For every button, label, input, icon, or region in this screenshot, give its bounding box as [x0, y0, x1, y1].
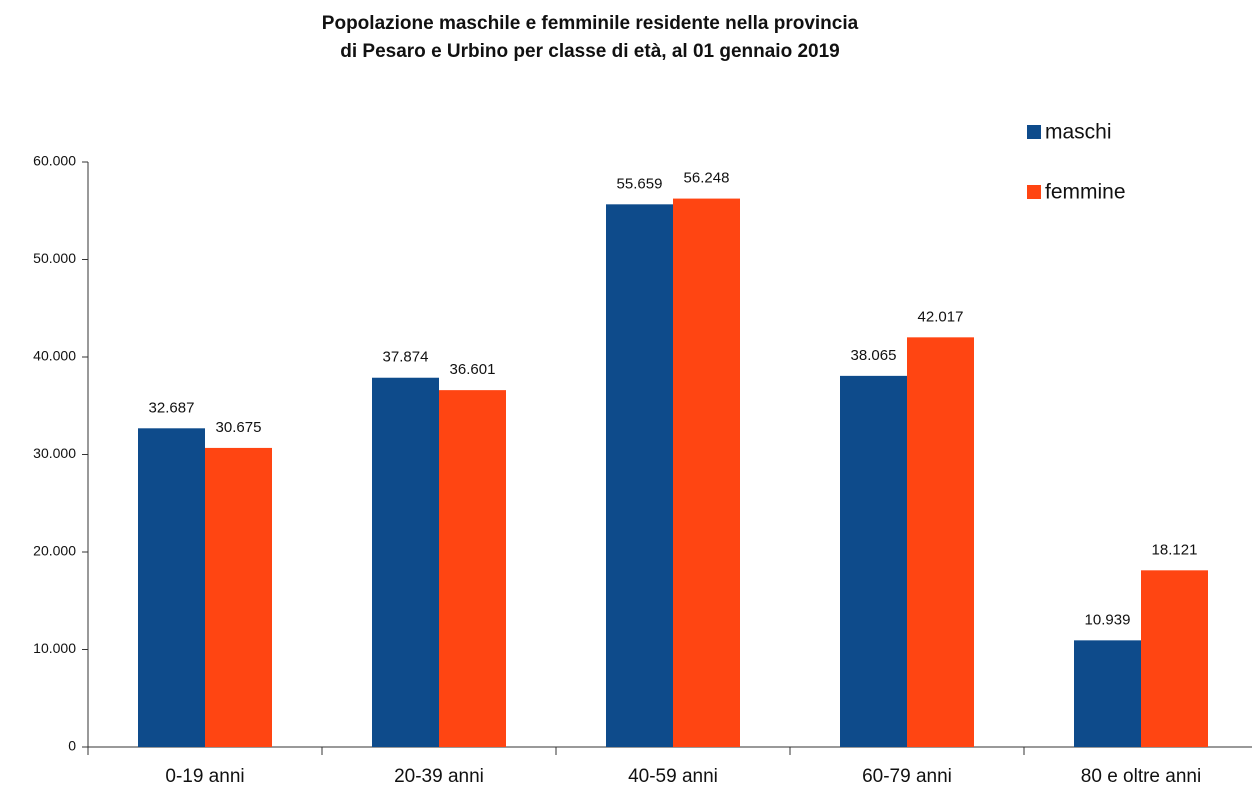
y-tick-label: 10.000 — [33, 640, 76, 656]
value-label: 30.675 — [216, 419, 262, 436]
x-tick-label: 0-19 anni — [165, 766, 244, 787]
y-tick-label: 40.000 — [33, 348, 76, 364]
bar — [1141, 570, 1208, 747]
y-tick-label: 20.000 — [33, 543, 76, 559]
value-label: 42.017 — [918, 308, 964, 325]
legend-swatch — [1027, 185, 1041, 199]
bar — [606, 204, 673, 747]
value-label: 55.659 — [617, 175, 663, 192]
value-label: 36.601 — [450, 361, 496, 378]
bar — [205, 447, 272, 747]
y-tick-label: 60.000 — [33, 153, 76, 169]
bar — [372, 377, 439, 747]
y-tick-label: 50.000 — [33, 250, 76, 266]
value-label: 18.121 — [1152, 541, 1198, 558]
value-label: 32.687 — [149, 399, 195, 416]
legend-label: maschi — [1045, 121, 1112, 144]
value-label: 38.065 — [851, 347, 897, 364]
y-tick-label: 0 — [68, 738, 76, 754]
x-tick-label: 40-59 anni — [628, 766, 718, 787]
value-label: 10.939 — [1085, 611, 1131, 628]
bar — [673, 198, 740, 747]
bar — [840, 375, 907, 747]
x-tick-label: 60-79 anni — [862, 766, 952, 787]
bar — [1074, 640, 1141, 747]
legend-swatch — [1027, 125, 1041, 139]
bar — [907, 337, 974, 747]
bar — [439, 390, 506, 747]
bar — [138, 428, 205, 747]
y-tick-label: 30.000 — [33, 445, 76, 461]
x-tick-label: 80 e oltre anni — [1081, 766, 1201, 787]
chart-title: Popolazione maschile e femminile residen… — [322, 13, 859, 34]
chart-title: di Pesaro e Urbino per classe di età, al… — [340, 41, 840, 62]
legend-label: femmine — [1045, 181, 1126, 204]
x-tick-label: 20-39 anni — [394, 766, 484, 787]
value-label: 56.248 — [684, 170, 730, 187]
value-label: 37.874 — [383, 349, 429, 366]
